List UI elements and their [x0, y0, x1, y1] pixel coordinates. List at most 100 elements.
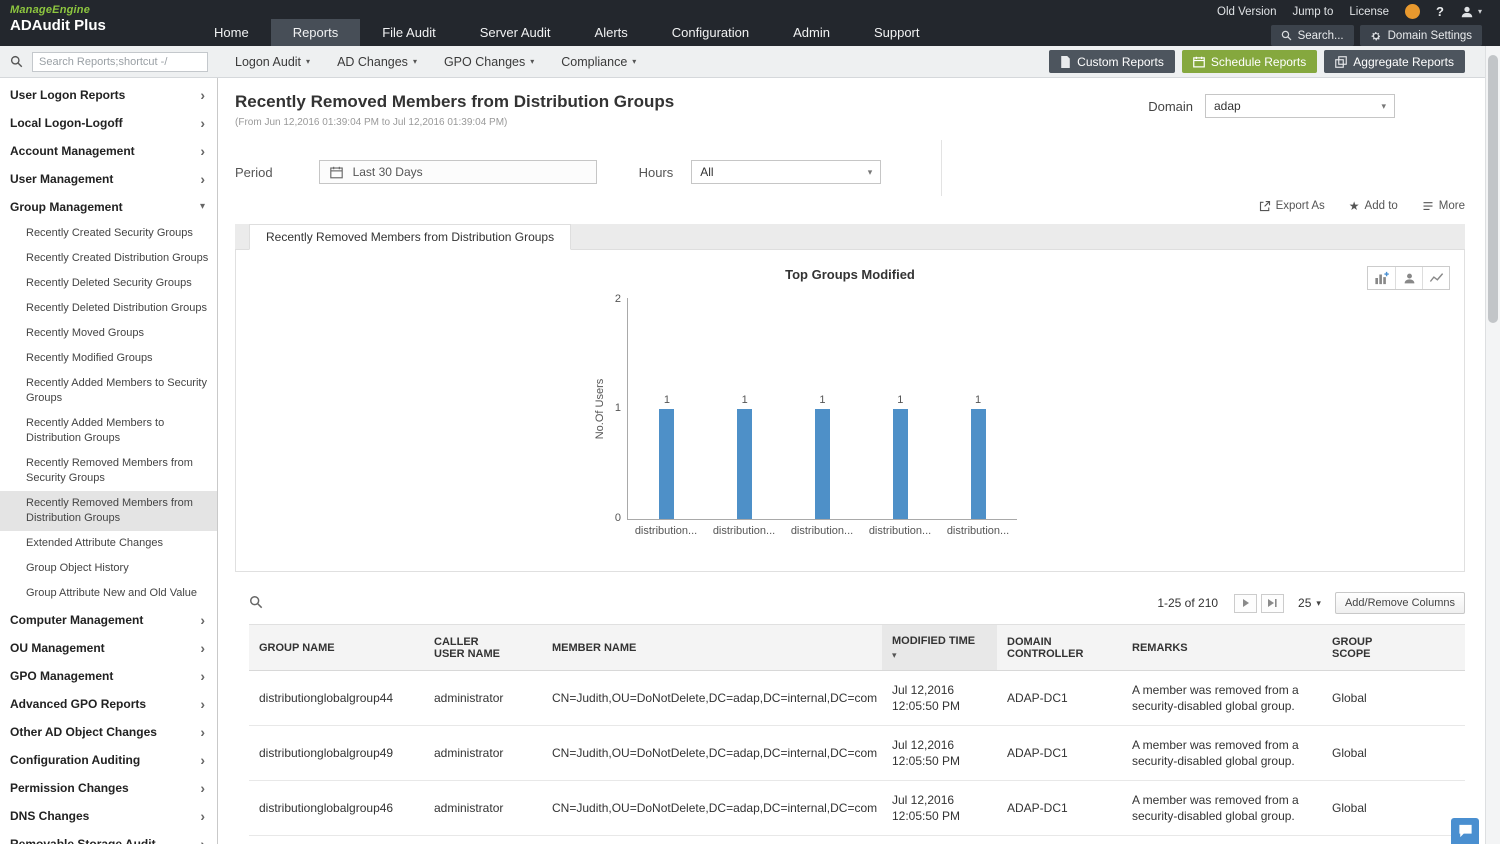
sidebar-item-permission-changes[interactable]: Permission Changes › — [10, 780, 205, 796]
chart-bar — [814, 408, 830, 519]
sidebar-sub-item[interactable]: Recently Deleted Distribution Groups — [26, 302, 207, 314]
more-button[interactable]: More — [1422, 200, 1465, 212]
chart-bar — [970, 408, 986, 519]
sidebar-sub-item[interactable]: Group Object History — [26, 562, 129, 574]
help-icon[interactable]: ? — [1436, 4, 1444, 19]
chevron-right-icon: › — [200, 115, 205, 131]
tab-recently-removed-members[interactable]: Recently Removed Members from Distributi… — [249, 224, 572, 250]
nav-support[interactable]: Support — [873, 25, 920, 40]
sidebar-item-dns-changes[interactable]: DNS Changes › — [10, 808, 205, 824]
nav-server-audit[interactable]: Server Audit — [479, 25, 551, 40]
sidebar-item-computer-management[interactable]: Computer Management › — [10, 612, 205, 628]
menu-logon-audit[interactable]: Logon Audit ▾ — [235, 54, 311, 69]
sidebar-sub-item[interactable]: Recently Added Members to Distribution G… — [26, 417, 165, 444]
old-version-link[interactable]: Old Version — [1217, 5, 1277, 18]
col-header-group-scope[interactable]: GROUP SCOPE — [1322, 624, 1465, 671]
sidebar-sub-item[interactable]: Recently Deleted Security Groups — [26, 277, 192, 289]
sidebar-sub-item-selected[interactable]: Recently Removed Members from Distributi… — [0, 491, 217, 531]
add-to-button[interactable]: ★ Add to — [1348, 199, 1398, 213]
period-picker[interactable]: Last 30 Days — [318, 160, 597, 184]
sidebar-sub-item[interactable]: Recently Moved Groups — [26, 327, 144, 339]
page-scrollbar[interactable] — [1485, 46, 1500, 844]
sidebar-item-ou-management[interactable]: OU Management › — [10, 640, 205, 656]
add-remove-columns-button[interactable]: Add/Remove Columns — [1334, 592, 1465, 614]
col-header-domain-controller[interactable]: DOMAIN CONTROLLER — [997, 624, 1122, 671]
chart-type-bar-button[interactable] — [1368, 267, 1395, 289]
domain-settings-button[interactable]: Domain Settings — [1359, 25, 1482, 46]
export-as-button[interactable]: Export As — [1259, 200, 1325, 212]
sidebar-item-group-management[interactable]: Group Management ▾ — [10, 200, 205, 214]
domain-select[interactable]: adap ▾ — [1205, 94, 1395, 118]
sidebar-item-user-management[interactable]: User Management › — [10, 171, 205, 187]
caret-down-icon: ▾ — [306, 57, 311, 66]
jump-to-link[interactable]: Jump to — [1292, 5, 1334, 18]
report-tabstrip: Recently Removed Members from Distributi… — [235, 224, 1465, 250]
aggregate-reports-button[interactable]: Aggregate Reports — [1324, 50, 1465, 73]
next-page-button[interactable] — [1234, 593, 1258, 613]
sidebar-sub-item[interactable]: Recently Created Security Groups — [26, 227, 193, 239]
sidebar-sub-item[interactable]: Recently Added Members to Security Group… — [26, 377, 207, 404]
sidebar-sub-item[interactable]: Group Attribute New and Old Value — [26, 587, 198, 599]
global-search-label: Search... — [1297, 29, 1344, 42]
filter-row: Period Last 30 Days Hours All ▾ — [235, 140, 1465, 196]
nav-alerts[interactable]: Alerts — [594, 25, 628, 40]
hours-select[interactable]: All ▾ — [691, 160, 882, 184]
menu-gpo-changes[interactable]: GPO Changes ▾ — [443, 54, 535, 69]
feedback-button[interactable] — [1451, 818, 1479, 844]
col-header-member-name[interactable]: MEMBER NAME — [542, 624, 882, 671]
sidebar-item-local-logon-logoff[interactable]: Local Logon-Logoff › — [10, 115, 205, 131]
col-header-remarks[interactable]: REMARKS — [1122, 624, 1322, 671]
sidebar-sub-item[interactable]: Recently Created Distribution Groups — [26, 252, 209, 264]
sidebar-item-configuration-auditing[interactable]: Configuration Auditing › — [10, 752, 205, 768]
custom-reports-button[interactable]: Custom Reports — [1049, 50, 1175, 73]
domain-label: Domain — [1148, 98, 1193, 114]
schedule-reports-button[interactable]: Schedule Reports — [1181, 50, 1318, 73]
sidebar-item-advanced-gpo-reports[interactable]: Advanced GPO Reports › — [10, 696, 205, 712]
global-search-button[interactable]: Search... — [1270, 25, 1354, 46]
chart-type-line-button[interactable] — [1422, 267, 1449, 289]
cell-remarks: A member was removed from a security-dis… — [1122, 780, 1322, 836]
caret-down-icon: ▾ — [632, 57, 637, 66]
page-title: Recently Removed Members from Distributi… — [235, 92, 675, 111]
table-search-icon[interactable] — [249, 595, 263, 612]
user-menu[interactable]: ▾ — [1460, 5, 1482, 19]
menu-ad-changes[interactable]: AD Changes ▾ — [337, 54, 417, 69]
sidebar-item-user-logon-reports[interactable]: User Logon Reports › — [10, 87, 205, 103]
search-icon — [1281, 30, 1292, 41]
chevron-right-icon: › — [200, 87, 205, 103]
sidebar-item-removable-storage-audit[interactable]: Removable Storage Audit › — [0, 830, 217, 844]
report-search-input[interactable] — [32, 51, 208, 72]
person-icon — [1404, 273, 1414, 283]
last-page-button[interactable] — [1261, 593, 1285, 613]
last-page-icon — [1268, 599, 1277, 607]
sidebar-item-gpo-management[interactable]: GPO Management › — [10, 668, 205, 684]
report-search-icon[interactable] — [10, 55, 23, 68]
results-table: GROUP NAME CALLER USER NAME MEMBER NAME … — [249, 624, 1465, 836]
scrollbar-thumb[interactable] — [1488, 55, 1498, 323]
col-header-group-name[interactable]: GROUP NAME — [249, 624, 424, 671]
nav-admin[interactable]: Admin — [793, 25, 830, 40]
menu-compliance[interactable]: Compliance ▾ — [561, 54, 637, 69]
chart-users-button[interactable] — [1395, 267, 1422, 289]
nav-configuration[interactable]: Configuration — [671, 25, 750, 40]
bar-value-label: 1 — [975, 393, 982, 406]
page-size-select[interactable]: 25 ▾ — [1298, 596, 1321, 610]
brand-logo: ManageEngine ADAudit Plus — [10, 4, 106, 34]
sidebar-sub-item[interactable]: Extended Attribute Changes — [26, 537, 163, 549]
col-header-modified-time[interactable]: MODIFIED TIME ▾ — [882, 624, 997, 671]
bar-value-label: 1 — [741, 393, 748, 406]
x-tick-label: distribution... — [712, 525, 776, 537]
col-header-caller-user-name[interactable]: CALLER USER NAME — [424, 624, 542, 671]
notification-icon[interactable] — [1405, 4, 1421, 19]
nav-file-audit[interactable]: File Audit — [382, 25, 436, 40]
body-row: User Logon Reports › Local Logon-Logoff › … — [0, 78, 1500, 844]
sidebar-sub-item[interactable]: Recently Modified Groups — [26, 352, 153, 364]
sidebar-item-other-ad-object-changes[interactable]: Other AD Object Changes › — [10, 724, 205, 740]
top-navigation-bar: ManageEngine ADAudit Plus Home Reports F… — [0, 0, 1500, 46]
sidebar-sub-item[interactable]: Recently Removed Members from Security G… — [26, 457, 193, 484]
sidebar-item-account-management[interactable]: Account Management › — [10, 143, 205, 159]
nav-home[interactable]: Home — [214, 25, 249, 40]
reports-sidebar: User Logon Reports › Local Logon-Logoff › … — [0, 78, 218, 844]
license-link[interactable]: License — [1349, 5, 1390, 18]
nav-reports[interactable]: Reports — [270, 19, 361, 46]
